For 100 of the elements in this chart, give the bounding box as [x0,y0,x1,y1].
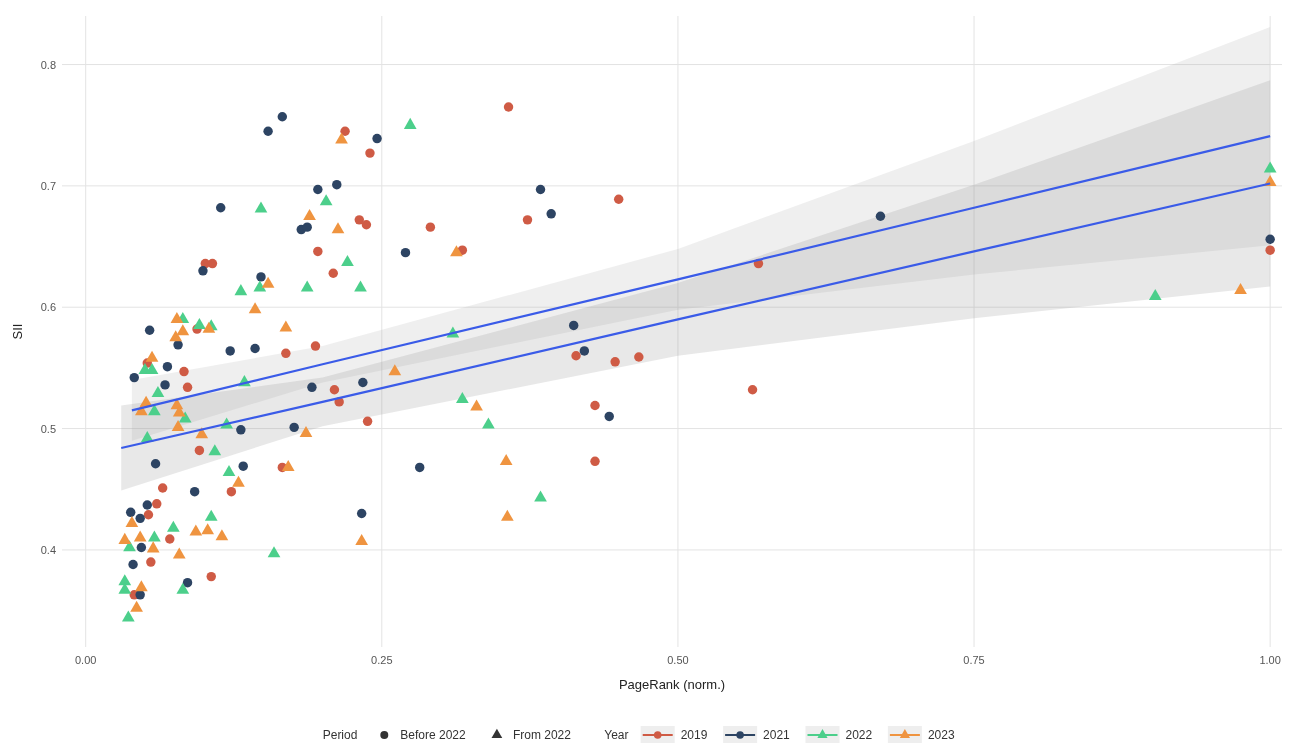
x-tick-label: 0.75 [963,654,985,666]
point [166,520,180,532]
point [172,547,186,559]
point [1265,234,1275,244]
point [232,475,245,487]
point [250,343,260,354]
point [142,500,152,510]
point [173,340,183,350]
line-series [130,135,1272,412]
point [225,346,235,356]
y-tick-label: 0.5 [40,422,56,435]
point [300,280,314,292]
point [176,324,190,336]
point [136,542,147,553]
point [1263,161,1277,173]
legend-label: 2023 [927,728,955,742]
point [194,445,205,456]
point [256,272,266,282]
point [150,459,161,469]
y-tick-label: 0.8 [40,58,56,71]
point [145,350,159,362]
point [414,462,425,473]
point [263,126,273,136]
x-tick-label: 1.00 [1259,654,1281,666]
point [160,380,170,390]
point [499,454,513,466]
point [425,222,436,232]
point [248,302,262,314]
point [535,184,546,195]
point [319,194,333,206]
point [234,284,248,296]
point [236,425,246,435]
point [470,399,483,411]
legend-label: 2019 [680,728,708,742]
text: From 2022 [512,728,572,742]
point [182,382,193,393]
point [503,102,514,112]
y-tick-label: 0.6 [40,301,56,314]
x-tick-label: 0.00 [74,654,97,666]
point [215,529,229,541]
point [125,515,139,527]
point [279,320,293,332]
point [1234,282,1247,294]
point [146,541,160,553]
x-axis-title: PageRank (norm.) [618,677,726,692]
point [170,312,184,324]
point [610,357,620,367]
y-tick-label: 0.7 [40,179,56,192]
point [254,201,268,213]
point [356,508,367,519]
point [1148,288,1162,300]
point [193,318,206,330]
point [340,126,350,136]
point [176,582,190,594]
point [332,179,342,190]
point [361,220,372,230]
point [634,352,644,362]
point [144,325,155,335]
point [157,483,168,493]
point [148,530,161,542]
point [135,590,145,600]
point [169,330,183,342]
point [238,461,248,471]
point [310,341,321,351]
text: Period [322,728,358,742]
point [450,245,463,257]
point [118,532,132,544]
point [534,490,547,502]
point [313,184,323,195]
point [579,346,590,356]
point [135,580,148,592]
y-tick-label: 0.4 [40,543,56,556]
point [365,148,375,158]
point [277,112,288,122]
point [179,366,189,377]
point [372,133,382,144]
point [1265,245,1275,255]
point [201,523,215,535]
legend-label: 2021 [763,728,791,742]
point [121,610,135,622]
point [189,524,203,536]
point [165,534,175,544]
point [189,486,200,497]
point [335,132,348,144]
point [198,266,208,276]
point [482,417,495,429]
point [303,208,316,220]
point [216,203,226,213]
point [522,215,533,225]
point [302,222,312,232]
point [178,411,192,423]
point [118,574,132,586]
point [171,420,185,432]
point [455,392,469,404]
point [400,247,411,258]
point [151,386,165,398]
point [546,209,556,219]
point [571,351,581,361]
point [501,509,514,521]
point [403,117,417,129]
